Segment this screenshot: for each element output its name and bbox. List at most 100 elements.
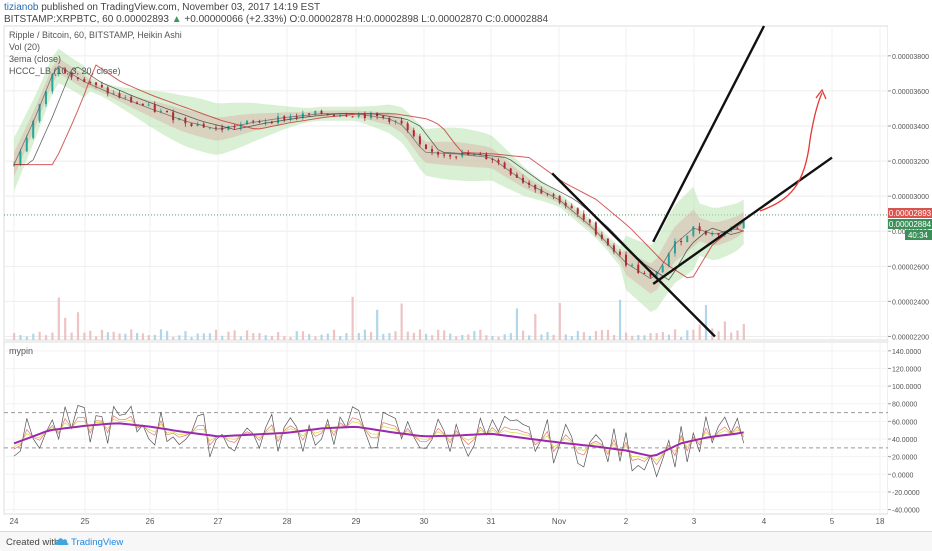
- volume-bar: [57, 297, 60, 340]
- candle-body: [564, 202, 567, 206]
- volume-bar: [388, 332, 391, 340]
- oscillator-lines: [13, 405, 745, 478]
- volume-bar: [600, 330, 604, 340]
- candle-body: [643, 272, 646, 274]
- volume-bar: [196, 333, 199, 340]
- time-tick-label: Nov: [552, 517, 566, 526]
- candle-body: [252, 120, 255, 122]
- osc-tick-label: 0.0000: [892, 472, 914, 479]
- volume-bar: [479, 329, 482, 340]
- volume-bar: [178, 335, 181, 340]
- candle-body: [600, 234, 603, 239]
- volume-bar: [308, 334, 311, 340]
- candle-body: [106, 87, 109, 94]
- last-price-badge: [888, 208, 932, 218]
- candle-body: [245, 120, 248, 125]
- volume-bar: [730, 332, 733, 340]
- volume-bar: [612, 335, 616, 340]
- candle-body: [606, 238, 609, 246]
- volume-bar: [13, 333, 16, 340]
- candle-body: [289, 116, 292, 120]
- volume-bar: [455, 336, 458, 340]
- volume-bar: [320, 334, 323, 340]
- publish-line: tizianob published on TradingView.com, N…: [4, 2, 320, 13]
- volume-bar: [124, 333, 127, 340]
- grid-lines: [4, 26, 888, 514]
- candle-body: [295, 116, 298, 118]
- osc-tick-label: -40.0000: [892, 508, 920, 515]
- candle-body: [196, 123, 199, 127]
- volume-bar: [351, 296, 354, 340]
- volume-bar: [332, 329, 336, 340]
- candle-body: [588, 219, 591, 223]
- volume-bar: [326, 333, 329, 340]
- ema-line: [14, 64, 744, 279]
- volume-bar: [686, 330, 689, 340]
- candle-body: [692, 226, 695, 236]
- volume-bar: [214, 329, 218, 340]
- osc-tick-label: 120.0000: [892, 366, 921, 373]
- candle-body: [357, 113, 360, 117]
- candle-body: [443, 154, 446, 156]
- time-tick-label: 27: [214, 517, 223, 526]
- change-text: +0.00000066 (+2.33%): [184, 14, 287, 25]
- volume-bar: [363, 329, 367, 340]
- time-tick-label: 28: [283, 517, 292, 526]
- candle-body: [594, 222, 597, 235]
- time-axis-labels: 24 25 26 27 28 29 30 31 Nov 2 3 4 5 18: [10, 517, 885, 526]
- candle-body: [124, 97, 127, 99]
- candle-body: [70, 72, 73, 78]
- volume-bar: [552, 334, 555, 340]
- last-price-badge-text: 0.00002893: [889, 209, 932, 218]
- candle-body: [625, 254, 627, 266]
- volume-bar: [618, 299, 622, 340]
- volume-bar: [44, 335, 48, 340]
- volume-bar: [425, 333, 428, 340]
- time-tick-label: 3: [692, 517, 697, 526]
- legend-ema: 3ema (close): [9, 54, 62, 64]
- tradingview-link[interactable]: TradingView: [71, 537, 124, 548]
- ema-line: [13, 65, 744, 280]
- volume-bar: [32, 333, 35, 340]
- countdown-badge-text: 40:34: [908, 231, 929, 240]
- candle-body: [118, 93, 121, 98]
- projection-arrowhead: [815, 88, 827, 100]
- candle-body: [582, 213, 585, 220]
- oscillator-pane-bg: [3, 341, 889, 515]
- volume-bar: [667, 334, 671, 340]
- volume-bar: [369, 331, 373, 340]
- candle-body: [552, 194, 555, 196]
- volume-bar: [649, 333, 652, 340]
- price-tick-label: 0.00003600: [892, 89, 929, 96]
- author-link[interactable]: tizianob: [4, 2, 39, 13]
- candle-body: [576, 208, 579, 214]
- volume-bar: [277, 332, 280, 340]
- trend-line: [551, 172, 716, 338]
- candle-body: [153, 104, 156, 112]
- volume-bar: [258, 333, 261, 340]
- candle-body: [406, 123, 409, 131]
- volume-bar: [51, 332, 54, 340]
- candle-body: [314, 110, 317, 115]
- volume-bar: [208, 333, 212, 340]
- candle-body: [38, 104, 41, 122]
- price-tick-label: 0.00002600: [892, 264, 929, 271]
- volume-bar: [412, 332, 415, 340]
- footer: Created with TradingView: [0, 531, 932, 551]
- volume-bar: [443, 330, 446, 340]
- candle-body: [345, 115, 348, 117]
- candle-body: [503, 162, 506, 169]
- candle-body: [147, 104, 150, 106]
- candle-body: [369, 112, 372, 119]
- candle-body: [190, 123, 193, 127]
- volume-bar: [673, 329, 677, 340]
- volume-bar: [540, 334, 543, 340]
- volume-bar: [106, 332, 109, 340]
- price-tick-label: 0.00003200: [892, 159, 929, 166]
- volume-bar: [239, 336, 242, 340]
- volume-bar: [233, 330, 236, 340]
- volume-bar: [172, 336, 175, 340]
- osc-tick-label: 80.0000: [892, 402, 917, 409]
- candle-body: [673, 240, 676, 254]
- candle-body: [491, 159, 494, 161]
